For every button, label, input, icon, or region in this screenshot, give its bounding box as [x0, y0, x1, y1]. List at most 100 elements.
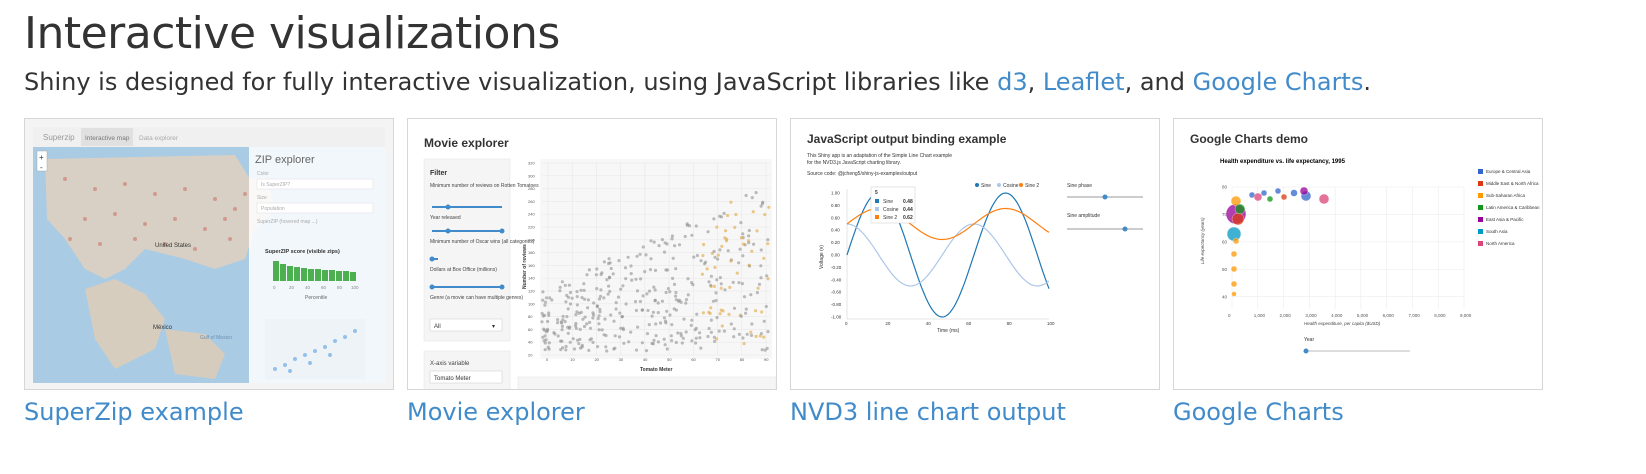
movie-point: [712, 335, 716, 339]
movie-point: [739, 221, 743, 225]
movie-point: [757, 282, 762, 286]
gc-year-handle[interactable]: [1303, 348, 1309, 354]
sine-phase-handle[interactable]: [1102, 194, 1108, 200]
movie-point: [729, 322, 733, 326]
gc-legend-swatch[interactable]: [1478, 169, 1483, 174]
gc-legend-item[interactable]: Sub-Saharan Africa: [1486, 193, 1526, 198]
movie-point: [559, 348, 563, 352]
sine-amplitude-handle[interactable]: [1122, 226, 1128, 232]
slider-handles[interactable]: [429, 204, 505, 290]
filter-year-label: Year released: [430, 215, 461, 221]
movie-point: [753, 309, 758, 313]
size-select[interactable]: [256, 202, 374, 214]
movie-point: [759, 204, 763, 208]
gc-legend-swatch[interactable]: [1478, 241, 1483, 246]
tooltip-series: Sine: [883, 199, 893, 205]
gc-legend-item[interactable]: South Asia: [1486, 229, 1508, 234]
gc-bubble[interactable]: [1266, 195, 1274, 203]
movie-point: [723, 236, 727, 240]
movie-point: [719, 282, 723, 286]
d3-link[interactable]: d3: [997, 68, 1028, 96]
movie-point: [709, 274, 713, 278]
movie-point: [759, 248, 763, 252]
nvd3-legend-item[interactable]: Sine 2: [1025, 183, 1039, 189]
nvd3-legend-item[interactable]: Cosine: [1003, 183, 1019, 189]
tooltip-series: Sine 2: [883, 215, 897, 221]
movie-explorer-card[interactable]: Movie explorer Filter Minimum number of …: [407, 118, 777, 390]
google-charts-link[interactable]: Google Charts: [1192, 68, 1364, 96]
movie-point: [630, 278, 634, 282]
movie-ytick: 260: [528, 199, 535, 204]
nvd3-card[interactable]: JavaScript output binding example This S…: [790, 118, 1160, 390]
movie-point: [738, 247, 742, 251]
movie-point: [566, 307, 570, 311]
gc-legend-item[interactable]: Middle East & North Africa: [1486, 181, 1539, 186]
movie-point: [581, 317, 585, 321]
movie-point: [641, 294, 645, 298]
xvar-select[interactable]: [429, 370, 503, 384]
movie-ytick: 120: [528, 289, 535, 294]
movie-point: [579, 310, 583, 314]
gc-bubble[interactable]: [1274, 187, 1282, 195]
nvd3-legend-item[interactable]: Sine: [981, 183, 991, 189]
filter-sliders[interactable]: [432, 206, 502, 288]
sine-amplitude-label: Sine amplitude: [1067, 213, 1100, 219]
gc-bubble[interactable]: [1290, 189, 1298, 197]
gc-bubble[interactable]: [1260, 189, 1268, 197]
nvd3-legend-dot[interactable]: [975, 183, 979, 187]
movie-point: [567, 326, 571, 330]
gc-bubble[interactable]: [1299, 186, 1309, 196]
movie-point: [597, 328, 601, 332]
gc-bubble[interactable]: [1230, 280, 1238, 288]
gc-legend-swatch[interactable]: [1478, 229, 1483, 234]
superzip-tab-2[interactable]: Interactive map: [85, 135, 130, 142]
superzip-tab-1[interactable]: Superzip: [43, 133, 75, 142]
movie-explorer-link[interactable]: Movie explorer: [407, 398, 585, 426]
gc-xlabel: Health expenditure, per capita ($USD): [1304, 321, 1381, 326]
gc-xtick: 8,000: [1434, 313, 1446, 318]
gc-legend-swatch[interactable]: [1478, 217, 1483, 222]
movie-point: [709, 330, 713, 334]
leaflet-link[interactable]: Leaflet: [1042, 68, 1125, 96]
color-select[interactable]: [256, 178, 374, 190]
gc-legend-item[interactable]: Europe & Central Asia: [1486, 169, 1531, 174]
superzip-card[interactable]: Superzip Interactive map Data explorer U…: [24, 118, 394, 390]
nvd3-legend-dot[interactable]: [997, 183, 1001, 187]
nvd3-xtick: 40: [926, 321, 932, 326]
movie-point: [649, 239, 653, 243]
movie-point: [684, 330, 688, 334]
superzip-example-link[interactable]: SuperZip example: [24, 398, 244, 426]
genre-select[interactable]: [429, 318, 503, 332]
gc-legend-item[interactable]: North America: [1486, 241, 1515, 246]
movie-point: [635, 254, 639, 258]
nvd3-line-chart-link[interactable]: NVD3 line chart output: [790, 398, 1066, 426]
movie-point: [640, 308, 645, 312]
zoom-in-button[interactable]: +: [39, 153, 44, 162]
gc-bubble[interactable]: [1318, 193, 1330, 205]
gc-bubble[interactable]: [1231, 291, 1237, 297]
gc-legend-swatch[interactable]: [1478, 193, 1483, 198]
gc-bubble[interactable]: [1230, 265, 1238, 273]
zoom-out-button[interactable]: -: [40, 163, 43, 172]
hist-tick: 0: [273, 285, 276, 290]
gc-bubble[interactable]: [1234, 203, 1246, 215]
movie-point: [643, 270, 647, 274]
movie-point: [641, 245, 645, 249]
gc-bubble[interactable]: [1232, 237, 1240, 245]
google-charts-card[interactable]: Google Charts demo Health expenditure vs…: [1173, 118, 1543, 390]
nvd3-ytick: 0.40: [831, 228, 840, 233]
panel-field-label: SuperZIP (hovered map ...): [257, 219, 318, 225]
gc-legend-item[interactable]: Latin America & Caribbean: [1486, 205, 1540, 210]
movie-point: [752, 242, 756, 246]
gc-legend-swatch[interactable]: [1478, 205, 1483, 210]
gc-bubble[interactable]: [1230, 250, 1238, 258]
gc-legend-item[interactable]: East Asia & Pacific: [1486, 217, 1524, 222]
google-charts-example-link[interactable]: Google Charts: [1173, 398, 1344, 426]
gc-bubble[interactable]: [1280, 193, 1288, 201]
gc-ylabel: Life expectancy (years): [1200, 217, 1205, 264]
gc-bubble[interactable]: [1231, 212, 1245, 226]
superzip-tab-3[interactable]: Data explorer: [139, 135, 179, 142]
nvd3-legend-dot[interactable]: [1019, 183, 1023, 187]
gc-legend-swatch[interactable]: [1478, 181, 1483, 186]
gc-bubble[interactable]: [1253, 192, 1263, 202]
